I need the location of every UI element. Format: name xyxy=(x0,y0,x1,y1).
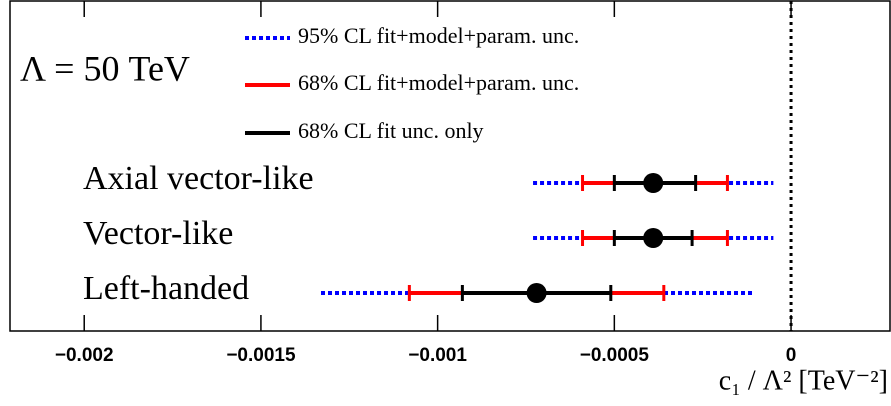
x-axis-label: c₁ / Λ² [TeV⁻²] xyxy=(719,365,888,396)
x-tick-label: −0.0005 xyxy=(580,345,650,366)
plot-frame xyxy=(9,0,891,332)
category-label: Left-handed xyxy=(83,270,249,307)
category-label: Axial vector-like xyxy=(83,160,314,197)
x-tick-label: 0 xyxy=(786,345,797,366)
category-label: Vector-like xyxy=(83,215,233,252)
center-point xyxy=(643,228,664,248)
x-tick-label: −0.001 xyxy=(408,345,467,366)
legend-label: 68% CL fit unc. only xyxy=(298,118,484,143)
annotation: Λ = 50 TeV xyxy=(20,48,190,88)
legend-label: 95% CL fit+model+param. unc. xyxy=(298,23,579,48)
x-tick-label: −0.0015 xyxy=(226,345,296,366)
center-point xyxy=(526,283,547,303)
legend-label: 68% CL fit+model+param. unc. xyxy=(298,70,579,95)
center-point xyxy=(643,173,664,193)
x-tick-label: −0.002 xyxy=(55,345,114,366)
